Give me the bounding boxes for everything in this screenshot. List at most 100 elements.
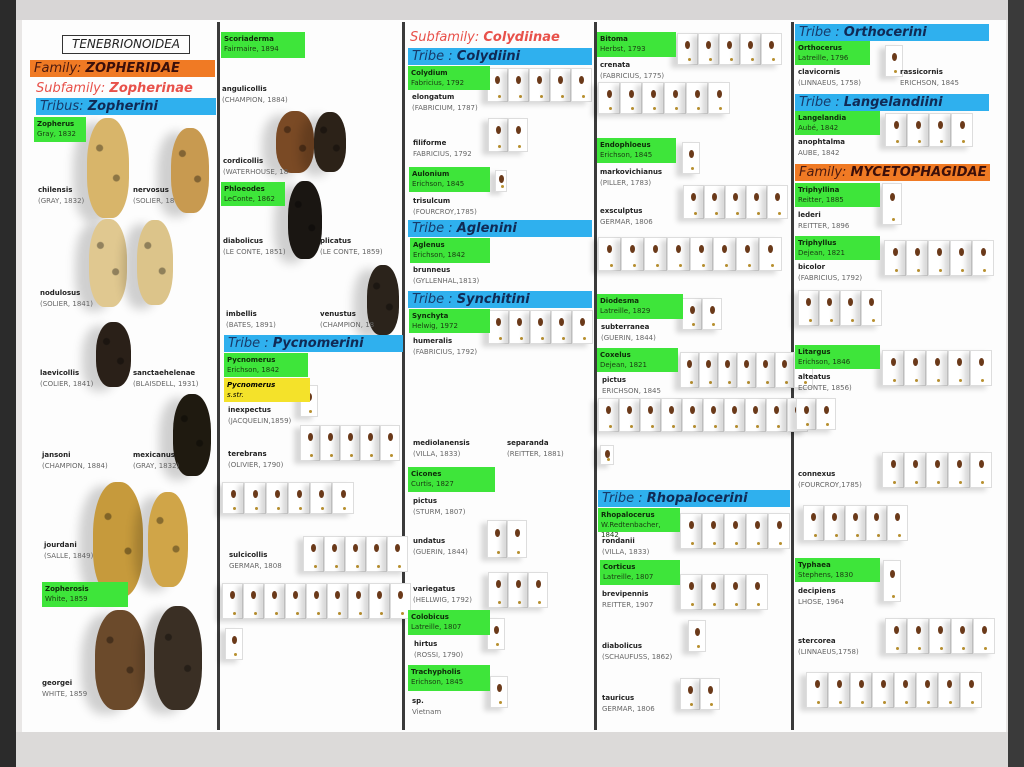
name: Langelandiini xyxy=(843,95,943,110)
species-label: laevicollis (COLIER, 1841) xyxy=(40,368,93,390)
specimen-card xyxy=(222,482,244,514)
box-frame-bottom xyxy=(16,732,1008,767)
specimen-card xyxy=(972,240,994,276)
prefix: Tribe : xyxy=(412,49,453,64)
beetle-specimen xyxy=(173,394,211,476)
specimen-card xyxy=(677,33,698,65)
species-author: (BATES, 1891) xyxy=(226,321,276,329)
species-author: (PILLER, 1783) xyxy=(600,179,652,187)
species-name: bicolor xyxy=(798,263,826,271)
species-author: (FABRICIUS, 1792) xyxy=(413,348,478,356)
genus-label: Synchyta Helwig, 1972 xyxy=(409,309,490,333)
species-label: exsculptus GERMAR, 1806 xyxy=(600,206,653,228)
species-name: clavicornis xyxy=(798,68,841,76)
specimen-card xyxy=(644,237,667,271)
specimen-card xyxy=(598,398,619,432)
species-name: georgei xyxy=(42,679,73,687)
species-name: venustus xyxy=(320,310,356,318)
species-label: stercorea (LINNAEUS,1758) xyxy=(798,636,859,658)
species-author: ECONTE, 1856) xyxy=(798,384,852,392)
specimen-card xyxy=(340,425,360,461)
specimen-card xyxy=(884,240,906,276)
specimen-card xyxy=(598,237,621,271)
genus-author: Aubé, 1842 xyxy=(798,124,839,132)
species-author: (OLIVIER, 1790) xyxy=(228,461,284,469)
specimen-card xyxy=(390,583,411,619)
specimen-card xyxy=(487,68,508,102)
species-label: variegatus (HELLWIG, 1792) xyxy=(413,584,472,606)
genus-name: Coxelus xyxy=(600,351,631,359)
specimen-card xyxy=(746,574,768,610)
specimen-card xyxy=(621,237,644,271)
specimen-card xyxy=(288,482,310,514)
genus-author: Erichson, 1842 xyxy=(227,366,280,374)
specimen-card xyxy=(600,445,614,465)
prefix: Tribus: xyxy=(40,99,84,114)
specimen-card xyxy=(861,290,882,326)
name: Zopherinae xyxy=(109,81,193,96)
name: Orthocerini xyxy=(843,25,927,40)
name: Aglenini xyxy=(456,221,517,236)
species-author: AUBE, 1842 xyxy=(798,149,840,157)
specimen-card xyxy=(737,352,756,388)
species-name: subterranea xyxy=(601,323,650,331)
species-author: (REITTER, 1881) xyxy=(507,450,564,458)
specimen-card xyxy=(882,350,904,386)
species-author: (FABRICIUS, 1792) xyxy=(798,274,863,282)
species-author: (CHAMPION, 1884) xyxy=(222,96,288,104)
name: Colydiini xyxy=(456,49,521,64)
specimen-card xyxy=(824,505,845,541)
specimen-card xyxy=(745,398,766,432)
specimen-card xyxy=(683,185,704,219)
species-author: (LE CONTE, 1851) xyxy=(223,248,286,256)
specimen-card xyxy=(324,536,345,572)
species-name: elongatum xyxy=(412,93,455,101)
species-author: (SCHAUFUSS, 1862) xyxy=(602,653,673,661)
species-label: rassicornis ERICHSON, 1845 xyxy=(900,67,959,89)
species-author: LHOSE, 1964 xyxy=(798,598,844,606)
specimen-card xyxy=(680,352,699,388)
species-author: (FOURCROY,1785) xyxy=(798,481,862,489)
species-author: (FABRICIUS, 1775) xyxy=(600,72,665,80)
specimen-card xyxy=(285,583,306,619)
species-label: crenata (FABRICIUS, 1775) xyxy=(600,60,664,82)
species-name: alteatus xyxy=(798,373,831,381)
column-divider xyxy=(217,22,220,730)
species-author: GERMAR, 1806 xyxy=(602,705,655,713)
genus-author: Dejean, 1821 xyxy=(600,361,647,369)
species-name: diabolicus xyxy=(602,642,643,650)
genus-label: Scoriaderma Fairmaire, 1894 xyxy=(221,32,305,58)
species-name: humeralis xyxy=(413,337,453,345)
genus-author: LeConte, 1862 xyxy=(224,195,276,203)
species-label: sanctaehelenae (BLAISDELL, 1931) xyxy=(133,368,199,390)
genus-label: Diodesma Latreille, 1829 xyxy=(597,294,683,319)
species-name: brunneus xyxy=(413,266,451,274)
genus-label: Coxelus Dejean, 1821 xyxy=(597,348,678,372)
beetle-specimen xyxy=(95,610,145,710)
specimen-card xyxy=(303,536,324,572)
genus-label: Aglenus Erichson, 1842 xyxy=(410,238,490,263)
specimen-card xyxy=(488,310,509,344)
species-name: stercorea xyxy=(798,637,836,645)
species-name: jansoni xyxy=(42,451,71,459)
prefix: Tribe : xyxy=(412,221,453,236)
species-label: connexus (FOURCROY,1785) xyxy=(798,469,862,491)
specimen-card xyxy=(244,482,266,514)
specimen-card xyxy=(702,513,724,549)
species-author: WHITE, 1859 xyxy=(42,690,88,698)
box-frame-right xyxy=(1008,0,1024,767)
prefix: Family: xyxy=(34,61,82,76)
species-author: (SALLE, 1849) xyxy=(44,552,94,560)
genus-name: Corticus xyxy=(603,563,636,571)
specimen-card xyxy=(640,398,661,432)
species-author: (VILLA, 1833) xyxy=(413,450,461,458)
prefix: Tribe : xyxy=(228,336,269,351)
subgenus-name: Pycnomerus xyxy=(227,381,276,389)
species-name: undatus xyxy=(413,537,446,545)
specimen-card xyxy=(950,240,972,276)
tribe-bar: Tribe : Colydiini xyxy=(408,48,592,65)
species-author: ERICHSON, 1845 xyxy=(602,387,661,395)
specimen-card xyxy=(713,237,736,271)
species-name: exsculptus xyxy=(600,207,643,215)
column-divider xyxy=(402,22,405,730)
